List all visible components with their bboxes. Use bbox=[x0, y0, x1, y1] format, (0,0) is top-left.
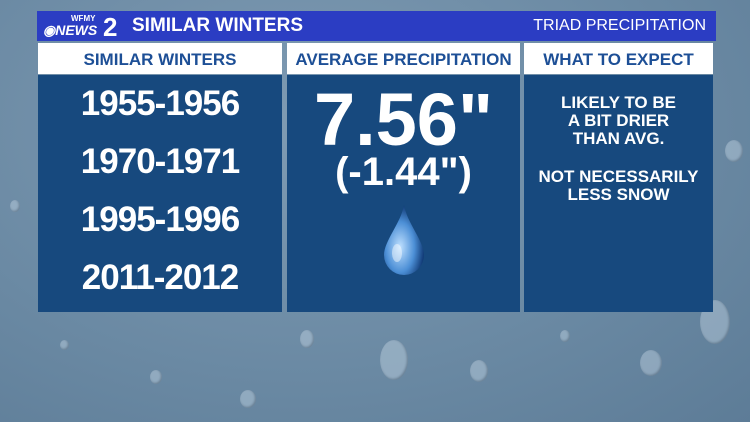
similar-winters-panel: SIMILAR WINTERS 1955-1956 1970-1971 1995… bbox=[38, 43, 282, 313]
water-drop-icon bbox=[383, 205, 424, 275]
precipitation-value: 7.56" bbox=[313, 78, 494, 161]
expect-line: LIKELY TO BE bbox=[561, 93, 676, 112]
year-item: 1955-1956 bbox=[80, 84, 240, 123]
precipitation-departure: (-1.44") bbox=[335, 150, 472, 194]
station-logo: WFMY ◉NEWS 2 bbox=[43, 12, 118, 42]
panel-heading: WHAT TO EXPECT bbox=[524, 43, 713, 74]
panel-heading: AVERAGE PRECIPITATION bbox=[287, 43, 520, 74]
region-label: TRIAD PRECIPITATION bbox=[533, 17, 706, 34]
year-item: 1970-1971 bbox=[80, 142, 240, 181]
expect-line: A BIT DRIER bbox=[567, 111, 670, 130]
graphic-title: SIMILAR WINTERS bbox=[132, 15, 303, 36]
panel-heading: SIMILAR WINTERS bbox=[38, 43, 282, 74]
year-item: 2011-2012 bbox=[81, 258, 239, 297]
expect-line: NOT NECESSARILY bbox=[538, 167, 699, 186]
expect-line: LESS SNOW bbox=[567, 185, 670, 204]
expect-line: THAN AVG. bbox=[572, 129, 665, 148]
what-to-expect-panel: WHAT TO EXPECT LIKELY TO BE A BIT DRIER … bbox=[524, 43, 713, 313]
average-precipitation-panel: AVERAGE PRECIPITATION 7.56" (-1.44") bbox=[287, 43, 520, 313]
year-item: 1995-1996 bbox=[80, 200, 240, 239]
title-bar: WFMY ◉NEWS 2 SIMILAR WINTERS TRIAD PRECIPI… bbox=[37, 11, 716, 42]
